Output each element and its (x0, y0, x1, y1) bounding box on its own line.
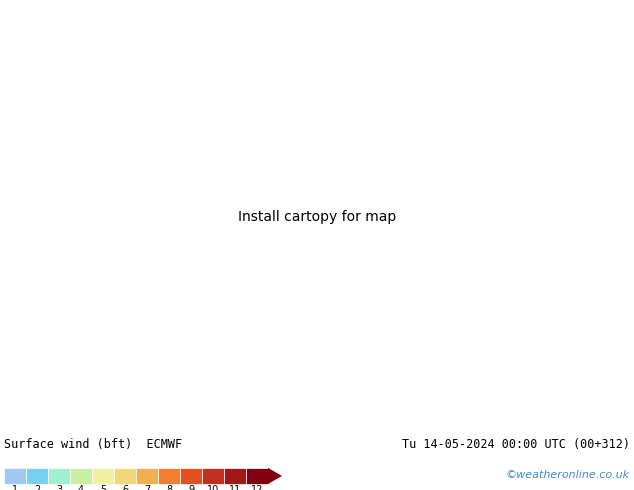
Bar (246, 468, 268, 484)
Text: 11: 11 (229, 485, 241, 490)
Text: 3: 3 (56, 485, 62, 490)
Text: 7: 7 (144, 485, 150, 490)
Bar (4, 468, 26, 484)
Bar (158, 468, 180, 484)
Text: 1: 1 (12, 485, 18, 490)
Text: 5: 5 (100, 485, 106, 490)
Text: 12: 12 (251, 485, 263, 490)
Text: 6: 6 (122, 485, 128, 490)
Text: Install cartopy for map: Install cartopy for map (238, 210, 396, 224)
Text: Tu 14-05-2024 00:00 UTC (00+312): Tu 14-05-2024 00:00 UTC (00+312) (402, 438, 630, 451)
Text: 2: 2 (34, 485, 40, 490)
Polygon shape (268, 468, 282, 484)
Text: 9: 9 (188, 485, 194, 490)
Bar (202, 468, 224, 484)
Bar (180, 468, 202, 484)
Bar (26, 468, 48, 484)
Text: 8: 8 (166, 485, 172, 490)
Text: ©weatheronline.co.uk: ©weatheronline.co.uk (506, 470, 630, 480)
Text: 4: 4 (78, 485, 84, 490)
Text: 10: 10 (207, 485, 219, 490)
Bar (48, 468, 70, 484)
Bar (136, 468, 158, 484)
Bar (70, 468, 92, 484)
Text: Surface wind (bft)  ECMWF: Surface wind (bft) ECMWF (4, 438, 182, 451)
Bar (224, 468, 246, 484)
Bar (114, 468, 136, 484)
Bar (92, 468, 114, 484)
